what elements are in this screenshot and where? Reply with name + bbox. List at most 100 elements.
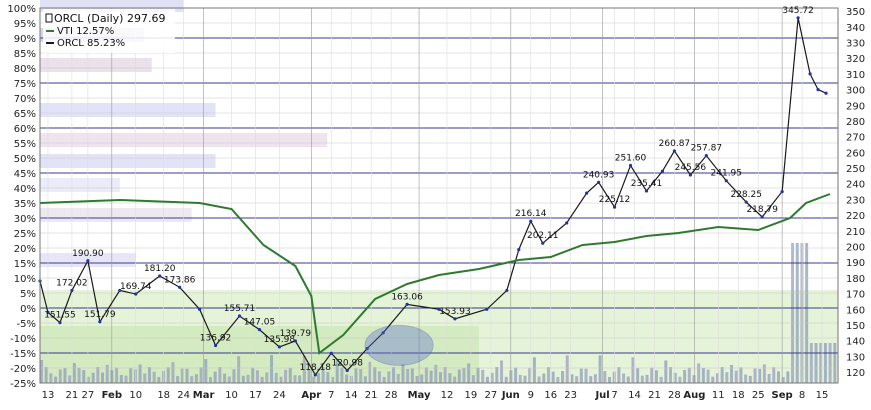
price-annotation: 257.87 xyxy=(691,144,723,154)
volume-bar xyxy=(152,371,156,383)
y-right-tick-label: 320 xyxy=(846,54,865,65)
x-tick-label: 24 xyxy=(177,390,190,401)
price-annotation: 225.12 xyxy=(599,195,631,205)
x-tick-label: 9 xyxy=(528,390,534,401)
volume-bar xyxy=(147,367,151,383)
volume-bar xyxy=(715,373,719,383)
x-tick-label: 11 xyxy=(712,390,725,401)
volume-bar xyxy=(119,374,123,383)
price-point xyxy=(585,191,589,195)
volume-bar xyxy=(406,368,410,383)
price-point xyxy=(46,310,50,314)
price-annotation: 139.79 xyxy=(280,329,312,339)
price-annotation: 202.11 xyxy=(527,231,559,241)
volume-bar xyxy=(645,374,649,383)
volume-bar xyxy=(744,374,748,383)
volume-bar xyxy=(265,372,269,383)
volume-profile-bar xyxy=(40,58,152,72)
volume-bar xyxy=(101,372,105,383)
volume-bar xyxy=(415,375,419,383)
volume-bar xyxy=(204,359,208,383)
volume-bar xyxy=(476,367,480,383)
y-left-tick-label: 75% xyxy=(14,79,36,90)
price-point xyxy=(704,154,708,158)
volume-bar xyxy=(410,368,414,383)
volume-bar xyxy=(434,364,438,383)
volume-bar xyxy=(453,376,457,383)
volume-bar xyxy=(448,373,452,383)
y-left-tick-label: -10% xyxy=(10,334,36,345)
volume-bar xyxy=(326,372,330,383)
price-annotation: 155.71 xyxy=(224,304,256,314)
price-point xyxy=(277,345,281,349)
volume-bar xyxy=(115,367,119,383)
x-tick-label: 18 xyxy=(157,390,170,401)
y-right-tick-label: 330 xyxy=(846,39,865,50)
volume-bar xyxy=(758,368,762,383)
y-right-tick-label: 240 xyxy=(846,180,865,191)
y-left-tick-label: 25% xyxy=(14,229,36,240)
y-left-tick-label: 70% xyxy=(14,94,36,105)
price-annotation: 218.79 xyxy=(746,205,778,215)
volume-bar xyxy=(537,376,541,383)
volume-bar xyxy=(91,372,95,383)
volume-bar xyxy=(293,375,297,383)
y-right-tick-label: 260 xyxy=(846,148,865,159)
volume-bar xyxy=(345,374,349,383)
volume-bar xyxy=(687,367,691,383)
price-annotation: 136.92 xyxy=(200,333,232,343)
price-annotation: 163.06 xyxy=(391,292,423,302)
price-annotation: 172.02 xyxy=(56,278,88,288)
volume-bar xyxy=(190,376,194,383)
volume-bar xyxy=(223,373,227,383)
y-right-tick-label: 200 xyxy=(846,242,865,253)
x-tick-label: 27 xyxy=(485,390,498,401)
volume-bar xyxy=(382,376,386,383)
y-left-tick-label: 95% xyxy=(14,19,36,30)
volume-bar xyxy=(795,243,799,383)
chart-title: ORCL (Daily) 297.69 xyxy=(54,12,165,25)
volume-bar xyxy=(77,367,81,383)
x-tick-label: 10 xyxy=(129,390,142,401)
price-point xyxy=(672,149,677,153)
y-right-tick-label: 250 xyxy=(846,164,865,175)
volume-bar xyxy=(284,369,288,383)
x-tick-label: Sep xyxy=(772,390,793,401)
bottom-volume-band xyxy=(40,243,838,383)
x-tick-label: 13 xyxy=(42,390,55,401)
price-point xyxy=(345,368,349,373)
volume-bar xyxy=(82,370,86,383)
volume-bar xyxy=(504,376,508,383)
y-left-tick-label: 0% xyxy=(20,304,36,315)
volume-bar xyxy=(734,370,738,383)
price-point xyxy=(134,292,138,296)
price-annotation: 251.60 xyxy=(615,154,647,164)
price-point xyxy=(485,307,489,311)
y-left-tick-label: 45% xyxy=(14,169,36,180)
volume-bar xyxy=(176,376,180,383)
price-point xyxy=(70,288,74,293)
price-point xyxy=(98,320,102,324)
volume-bar xyxy=(246,374,250,383)
price-annotation: 118.18 xyxy=(300,363,332,373)
volume-bar xyxy=(781,376,785,383)
volume-bar xyxy=(678,376,682,383)
legend-box xyxy=(43,9,175,53)
volume-bar xyxy=(180,368,184,383)
price-point xyxy=(744,200,748,204)
volume-bar xyxy=(218,367,222,383)
chart-annotations: 190.90 151.55 172.02 151.79 169.74 181.20 173.… xyxy=(44,6,814,373)
y-left-tick-label: 20% xyxy=(14,244,36,255)
y-left-tick-label: -25% xyxy=(10,379,36,390)
volume-bar xyxy=(208,376,212,383)
price-annotation: 235.41 xyxy=(631,179,663,189)
volume-bar xyxy=(659,376,663,383)
price-point xyxy=(365,346,369,351)
price-point xyxy=(780,189,784,194)
price-annotation: 120.98 xyxy=(331,358,363,368)
y-left-tick-label: 15% xyxy=(14,259,36,270)
volume-bar xyxy=(143,373,147,383)
volume-bar xyxy=(481,369,485,383)
